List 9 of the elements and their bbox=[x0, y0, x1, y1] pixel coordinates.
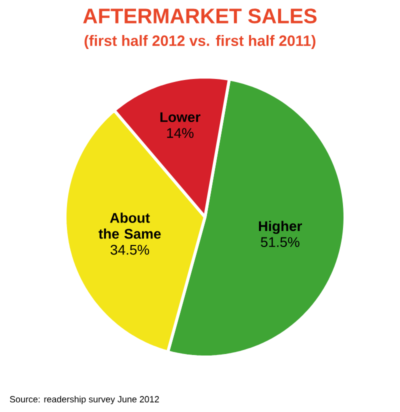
data-label: 14% bbox=[167, 128, 194, 138]
data-label: 34.5% bbox=[110, 244, 150, 255]
slice-label: About the Same bbox=[98, 212, 161, 239]
data-label: 51.5% bbox=[260, 237, 300, 248]
chart-title: AFTERMARKET SALES bbox=[83, 8, 317, 24]
chart-subtitle: (first half 2012 vs. first half 2011) bbox=[84, 35, 316, 49]
source-note: Source: readership survey June 2012 bbox=[10, 396, 159, 404]
slice-label: Lower bbox=[160, 112, 200, 122]
slice-label: Higher bbox=[258, 220, 302, 234]
